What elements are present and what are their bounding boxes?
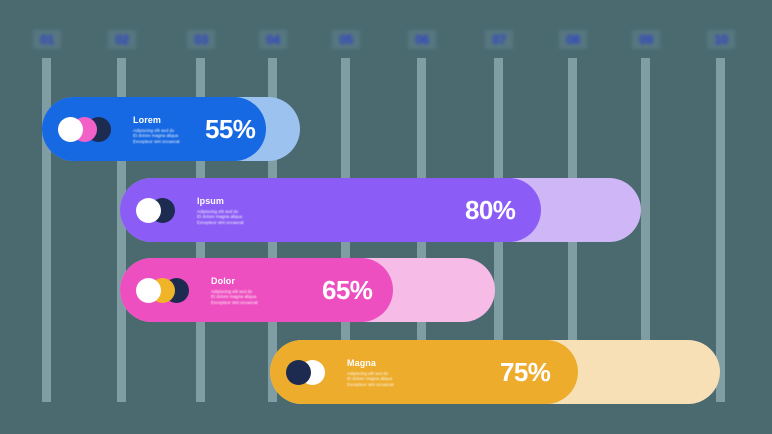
tick-label-5: 05 [332,30,360,49]
tick-label-1: 01 [33,30,61,49]
bar-row-magna[interactable]: Magna Adipiscing elit sed do Et dolore mag… [270,340,720,404]
tick-label-7: 07 [485,30,513,49]
row-text-block-magna: Magna Adipiscing elit sed do Et dolore mag… [347,357,394,387]
avatar [136,197,161,223]
row-title-dolor: Dolor [211,275,235,286]
percent-value-magna: 75% [500,357,551,387]
tick-label-4: 04 [259,30,287,49]
tick-label-8: 08 [559,30,587,49]
row-text-block-lorem: Lorem Adipiscing elit sed do Et dolore mag… [133,114,180,144]
row-description-ipsum: Adipiscing elit sed do Et dolore magna al… [197,208,244,225]
row-description-magna: Adipiscing elit sed do Et dolore magna al… [347,370,394,387]
avatar-group-magna [286,359,325,385]
row-title-ipsum: Ipsum [197,195,225,206]
row-title-magna: Magna [347,357,377,368]
row-title-lorem: Lorem [133,114,162,125]
percent-value-lorem: 55% [205,114,256,144]
bar-row-ipsum[interactable]: Ipsum Adipiscing elit sed do Et dolore mag… [120,178,641,242]
row-description-dolor: Adipiscing elit sed do Et dolore magna al… [211,288,258,305]
tick-label-2: 02 [108,30,136,49]
tick-label-3: 03 [187,30,215,49]
avatar-group-lorem [58,116,111,142]
row-text-block-dolor: Dolor Adipiscing elit sed do Et dolore mag… [211,275,258,305]
percent-value-ipsum: 80% [465,195,516,225]
tick-label-9: 09 [632,30,660,49]
bar-fill-dolor[interactable]: Dolor Adipiscing elit sed do Et dolore mag… [120,258,393,322]
tick-label-10: 10 [707,30,735,49]
avatar [286,359,311,385]
bar-fill-magna[interactable]: Magna Adipiscing elit sed do Et dolore mag… [270,340,578,404]
bar-row-lorem[interactable]: Lorem Adipiscing elit sed do Et dolore mag… [42,97,300,161]
bar-fill-lorem[interactable]: Lorem Adipiscing elit sed do Et dolore mag… [42,97,266,161]
row-text-block-ipsum: Ipsum Adipiscing elit sed do Et dolore mag… [197,195,244,225]
avatar-group-ipsum [136,197,175,223]
avatar [136,277,161,303]
avatar-group-dolor [136,277,189,303]
bar-fill-ipsum[interactable]: Ipsum Adipiscing elit sed do Et dolore mag… [120,178,541,242]
percent-value-dolor: 65% [322,275,373,305]
bar-row-dolor[interactable]: Dolor Adipiscing elit sed do Et dolore mag… [120,258,495,322]
avatar [58,116,83,142]
tick-label-6: 06 [408,30,436,49]
row-description-lorem: Adipiscing elit sed do Et dolore magna al… [133,127,180,144]
